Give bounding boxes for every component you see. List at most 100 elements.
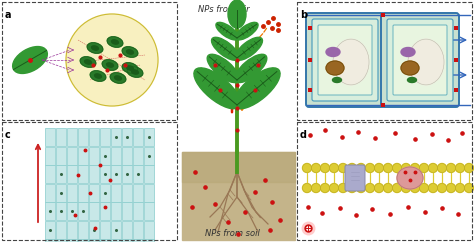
Bar — [122, 183, 132, 202]
Bar — [144, 146, 154, 165]
Circle shape — [374, 183, 383, 192]
Circle shape — [438, 164, 447, 173]
Bar — [133, 128, 143, 146]
Bar — [144, 239, 154, 242]
Ellipse shape — [95, 74, 101, 78]
FancyBboxPatch shape — [306, 13, 384, 107]
Bar — [45, 239, 55, 242]
Bar — [89, 128, 99, 146]
Circle shape — [374, 164, 383, 173]
Bar — [122, 165, 132, 183]
Ellipse shape — [122, 63, 138, 73]
Circle shape — [66, 14, 158, 106]
Circle shape — [329, 183, 338, 192]
Bar — [100, 146, 110, 165]
Circle shape — [320, 183, 329, 192]
Ellipse shape — [408, 77, 417, 83]
FancyBboxPatch shape — [318, 25, 372, 95]
Circle shape — [392, 183, 401, 192]
Ellipse shape — [408, 39, 444, 85]
Circle shape — [419, 183, 428, 192]
Bar — [78, 183, 88, 202]
Bar — [182, 152, 295, 182]
Bar — [111, 165, 121, 183]
Bar — [133, 146, 143, 165]
Bar — [67, 220, 77, 239]
Bar — [122, 220, 132, 239]
Circle shape — [419, 164, 428, 173]
Ellipse shape — [332, 77, 341, 83]
Ellipse shape — [228, 0, 246, 28]
Bar — [45, 165, 55, 183]
Ellipse shape — [127, 50, 133, 54]
Circle shape — [347, 164, 356, 173]
Circle shape — [401, 164, 410, 173]
Circle shape — [356, 183, 365, 192]
Circle shape — [456, 164, 465, 173]
Bar — [2, 122, 177, 240]
Ellipse shape — [90, 71, 106, 81]
Ellipse shape — [397, 167, 423, 189]
Circle shape — [410, 183, 419, 192]
Bar — [67, 183, 77, 202]
Ellipse shape — [207, 54, 239, 83]
Bar — [56, 146, 66, 165]
Circle shape — [320, 164, 329, 173]
Bar — [111, 239, 121, 242]
Circle shape — [428, 183, 438, 192]
Ellipse shape — [107, 63, 113, 67]
Bar — [78, 165, 88, 183]
Ellipse shape — [127, 67, 143, 77]
Bar — [133, 220, 143, 239]
Circle shape — [383, 183, 392, 192]
Circle shape — [302, 164, 311, 173]
FancyBboxPatch shape — [345, 165, 365, 191]
Ellipse shape — [91, 46, 99, 50]
Bar — [78, 239, 88, 242]
Bar — [122, 146, 132, 165]
Ellipse shape — [211, 37, 239, 60]
Circle shape — [447, 183, 456, 192]
Ellipse shape — [234, 68, 280, 109]
Circle shape — [438, 183, 447, 192]
Bar — [89, 202, 99, 220]
Bar — [45, 146, 55, 165]
Bar — [89, 239, 99, 242]
FancyBboxPatch shape — [393, 25, 447, 95]
Circle shape — [302, 183, 311, 192]
Ellipse shape — [333, 39, 369, 85]
Bar — [122, 202, 132, 220]
FancyBboxPatch shape — [387, 19, 453, 101]
Bar — [78, 128, 88, 146]
Bar — [56, 165, 66, 183]
Ellipse shape — [127, 66, 133, 70]
Circle shape — [465, 183, 474, 192]
Text: NPs from soil: NPs from soil — [205, 229, 260, 238]
Circle shape — [356, 164, 365, 173]
Bar — [111, 220, 121, 239]
Text: d: d — [300, 130, 307, 140]
Ellipse shape — [216, 22, 238, 40]
Bar — [78, 220, 88, 239]
Bar — [89, 146, 99, 165]
Ellipse shape — [326, 61, 344, 75]
Bar — [111, 183, 121, 202]
Bar — [100, 128, 110, 146]
Bar — [78, 202, 88, 220]
Circle shape — [329, 164, 338, 173]
Bar — [100, 239, 110, 242]
Circle shape — [401, 183, 410, 192]
Circle shape — [311, 183, 320, 192]
Circle shape — [392, 164, 401, 173]
Circle shape — [338, 164, 347, 173]
Ellipse shape — [194, 68, 240, 109]
Ellipse shape — [84, 60, 91, 64]
FancyBboxPatch shape — [381, 13, 459, 107]
Bar — [2, 2, 177, 120]
Circle shape — [311, 164, 320, 173]
Bar — [89, 165, 99, 183]
Ellipse shape — [107, 37, 123, 47]
Bar — [182, 152, 295, 240]
Ellipse shape — [87, 43, 103, 53]
Ellipse shape — [110, 73, 126, 83]
